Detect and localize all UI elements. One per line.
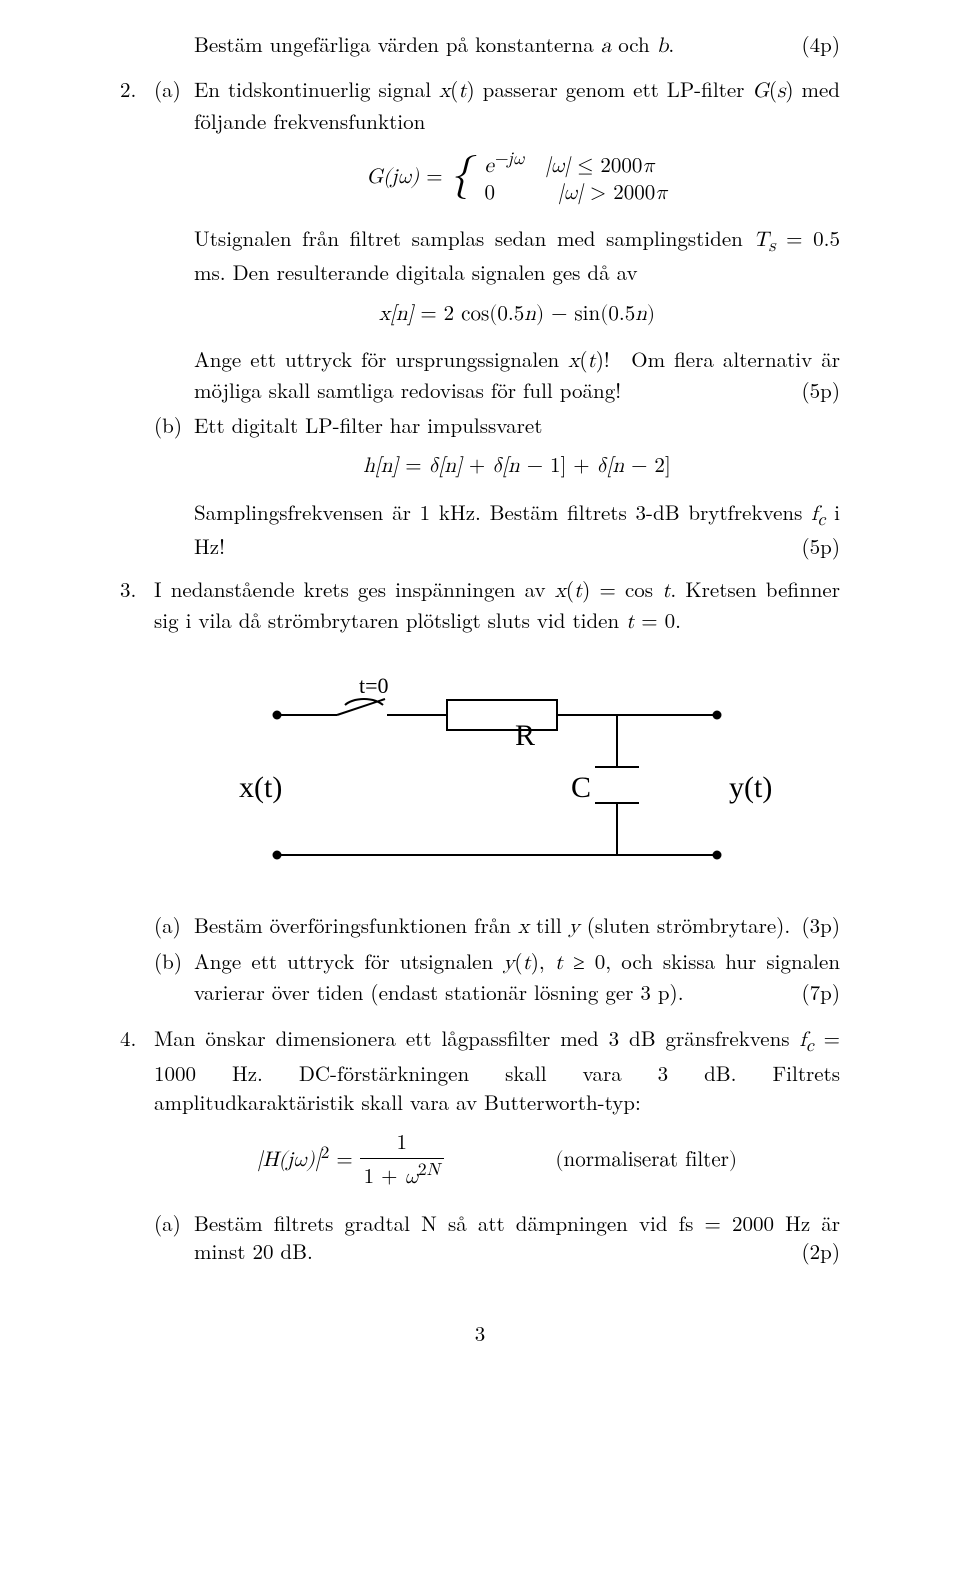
circuit-label-yt: y(t) [729, 771, 772, 804]
q2a-intro: En tidskontinuerlig signal x(t) passerar… [194, 75, 840, 135]
q1-tail-points: (4p) [801, 30, 840, 58]
circuit-label-t0: t=0 [359, 673, 389, 698]
q3b-text: Ange ett uttryck för utsignalen y(t), t … [194, 946, 840, 1007]
q2b: (b) Ett digitalt LP-filter har impulssva… [154, 411, 840, 561]
q2b-label: (b) [154, 411, 194, 561]
q3b-points: (7p) [801, 978, 840, 1006]
q4-intro: Man önskar dimensionera ett lågpassfilte… [154, 1024, 840, 1116]
q4-number: 4. [120, 1024, 154, 1269]
q2a-para2: Utsignalen från filtret samplas sedan me… [194, 224, 840, 287]
q2: 2. (a) En tidskontinuerlig signal x(t) p… [120, 75, 840, 564]
q2a-label: (a) [154, 75, 194, 404]
q2b-points: (5p) [801, 532, 840, 560]
q2b-intro: Ett digitalt LP-filter har impulssvaret [194, 411, 840, 439]
q2a-para3: Ange ett uttryck för ursprungssignalen x… [194, 345, 840, 405]
q2-number: 2. [120, 75, 154, 564]
circuit-label-xt: x(t) [239, 771, 282, 804]
q2a-eq2: x[n] = 2 cos(0.5n) − sin(0.5n) [194, 301, 840, 329]
q3: 3. I nedanstående krets ges inspänningen… [120, 575, 840, 1011]
q2b-eq: h[n] = δ[n] + δ[n − 1] + δ[n − 2] [194, 453, 840, 481]
q3a-text: Bestäm överföringsfunktionen från x till… [194, 910, 790, 940]
q3-intro: I nedanstående krets ges inspänningen av… [154, 575, 840, 638]
circuit-label-R: R [515, 719, 535, 752]
q4a-points: (2p) [801, 1237, 840, 1265]
q3a-label: (a) [154, 911, 194, 942]
q4-eq: |H(jω)|2 = 1 1 + ω2N (normaliserat filte… [154, 1130, 840, 1193]
q3-number: 3. [120, 575, 154, 1011]
q3a: (a) Bestäm överföringsfunktionen från x … [154, 911, 840, 942]
q4-eq-note: (normaliserat filter) [555, 1150, 737, 1171]
q2a-eq1: G(jω) = { e−jω |ω| ≤ 2000π 0 |ω| > 2000π [194, 149, 840, 208]
circuit-label-C: C [571, 771, 591, 804]
q2b-para2: Samplingsfrekvensen är 1 kHz. Bestäm fil… [194, 498, 840, 561]
q3a-points: (3p) [801, 911, 840, 939]
q1-tail: Bestäm ungefärliga värden på konstantern… [120, 30, 840, 65]
q4-eq-num: 1 [360, 1130, 444, 1159]
q2a: (a) En tidskontinuerlig signal x(t) pass… [154, 75, 840, 404]
q1-tail-text: Bestäm ungefärliga värden på konstantern… [194, 29, 674, 59]
q4a-label: (a) [154, 1209, 194, 1266]
q3b-label: (b) [154, 947, 194, 1007]
circuit-diagram: x(t) y(t) t=0 R C [217, 655, 777, 885]
q4a-text: Bestäm filtrets gradtal N så att dämpnin… [194, 1208, 840, 1266]
q3b: (b) Ange ett uttryck för utsignalen y(t)… [154, 947, 840, 1007]
q4a: (a) Bestäm filtrets gradtal N så att däm… [154, 1209, 840, 1266]
page-number: 3 [120, 1319, 840, 1347]
q4: 4. Man önskar dimensionera ett lågpassfi… [120, 1024, 840, 1269]
q2a-points: (5p) [801, 376, 840, 404]
